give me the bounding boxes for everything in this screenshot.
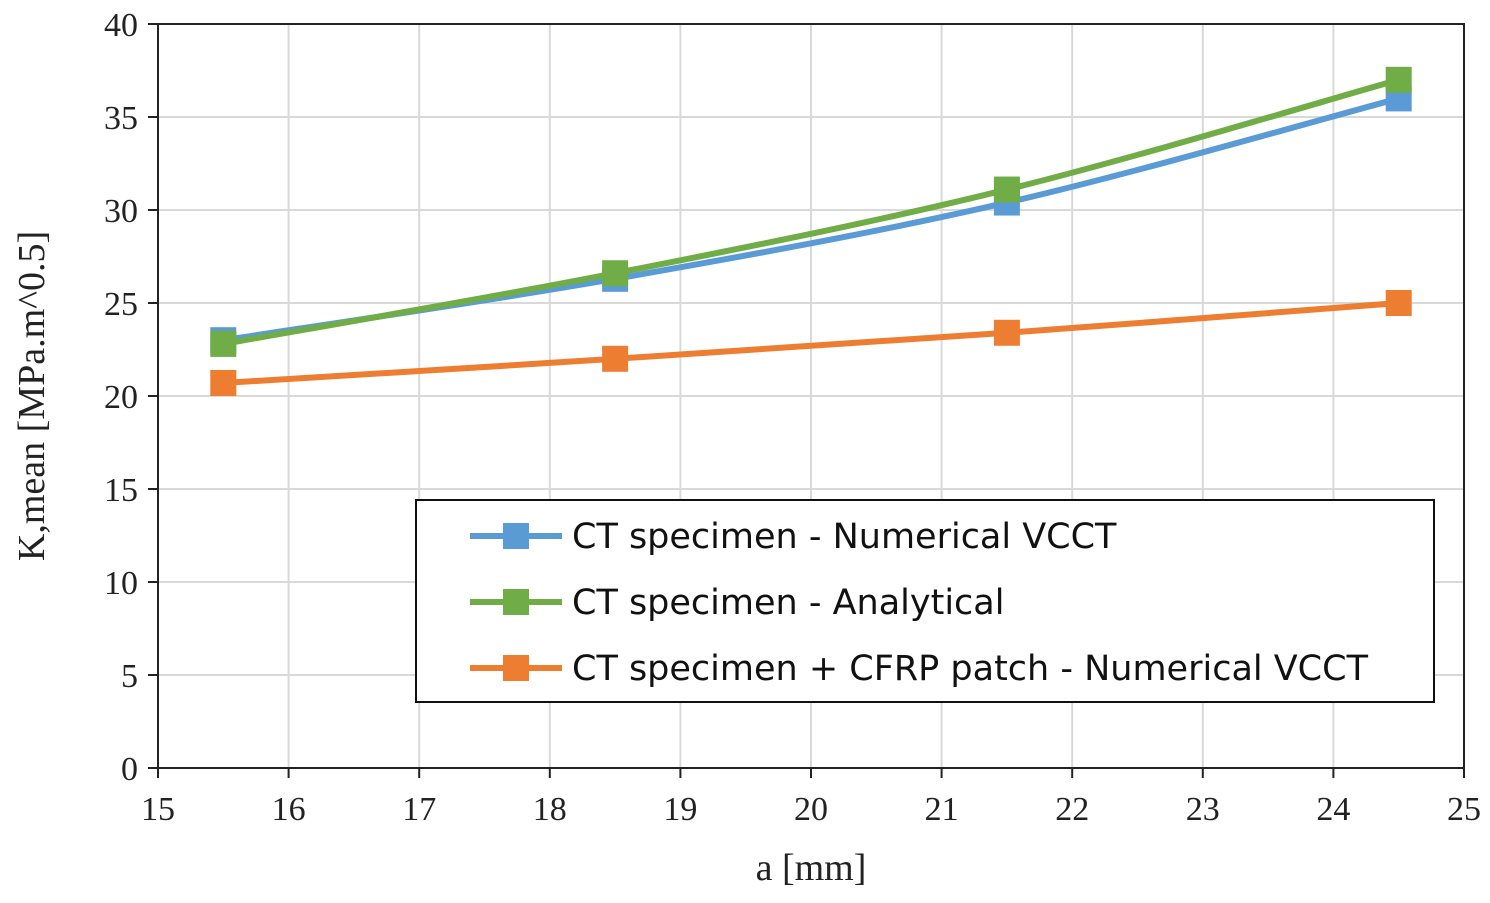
legend-label: CT specimen - Numerical VCCT — [572, 517, 1117, 557]
x-tick-label: 18 — [533, 791, 567, 828]
data-point-marker — [602, 345, 629, 372]
x-tick-label: 23 — [1186, 791, 1220, 828]
data-point-marker — [210, 330, 237, 357]
legend-item: CT specimen - Numerical VCCT — [470, 517, 1117, 557]
data-point-marker — [1385, 66, 1412, 93]
data-point-marker — [993, 176, 1020, 203]
y-tick-label: 25 — [104, 286, 138, 323]
x-tick-label: 25 — [1447, 791, 1481, 828]
legend-label: CT specimen + CFRP patch - Numerical VCC… — [572, 649, 1369, 689]
legend-item: CT specimen - Analytical — [470, 583, 1004, 623]
legend-label: CT specimen - Analytical — [572, 583, 1004, 623]
legend-item: CT specimen + CFRP patch - Numerical VCC… — [470, 649, 1369, 689]
y-tick-label: 20 — [104, 379, 138, 416]
x-tick-label: 19 — [663, 791, 697, 828]
data-point-marker — [210, 369, 237, 396]
y-tick-label: 40 — [104, 7, 138, 44]
y-tick-label: 0 — [121, 751, 138, 788]
y-tick-label: 10 — [104, 565, 138, 602]
y-tick-label: 5 — [121, 658, 138, 695]
series-2 — [210, 66, 1412, 357]
y-tick-label: 30 — [104, 193, 138, 230]
x-tick-label: 22 — [1055, 791, 1089, 828]
legend-marker-swatch — [503, 655, 529, 681]
data-point-marker — [1385, 290, 1412, 316]
y-tick-label: 35 — [104, 100, 138, 137]
x-tick-label: 16 — [272, 791, 306, 828]
y-axis-title: K,mean [MPa.m^0.5] — [11, 231, 53, 561]
x-tick-label: 24 — [1316, 791, 1350, 828]
series-line — [223, 300, 1399, 386]
series-3 — [210, 290, 1412, 396]
y-tick-label: 15 — [104, 472, 138, 509]
series-line — [222, 76, 1400, 347]
legend: CT specimen - Numerical VCCT CT specimen … — [415, 499, 1435, 703]
data-point-marker — [993, 319, 1020, 346]
x-tick-label: 15 — [141, 791, 175, 828]
data-point-marker — [602, 260, 629, 287]
series-group — [210, 66, 1412, 396]
legend-marker-swatch — [503, 523, 529, 549]
x-axis-title: a [mm] — [756, 847, 867, 889]
axis-ticks: 15 16 17 18 19 20 21 22 23 24 25 0 5 10 15 20 25 30 35 40 — [104, 7, 1481, 828]
x-tick-label: 20 — [794, 791, 828, 828]
x-tick-label: 17 — [402, 791, 436, 828]
legend-box — [415, 499, 1435, 703]
x-tick-label: 21 — [925, 791, 959, 828]
legend-marker-swatch — [503, 589, 529, 615]
